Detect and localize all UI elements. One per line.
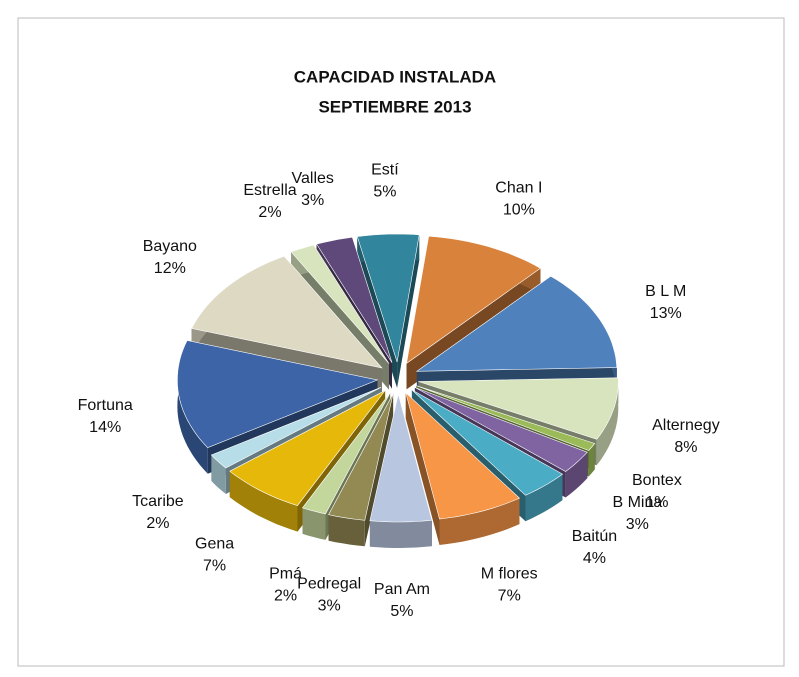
slice-label: Fortuna bbox=[78, 397, 133, 414]
slice-label: Estrella bbox=[243, 182, 296, 199]
slice-value-label: 14% bbox=[89, 419, 121, 436]
slice bbox=[191, 255, 383, 369]
slice-label: Pan Am bbox=[374, 581, 430, 598]
slice-rim bbox=[328, 514, 365, 547]
slice-label: B L M bbox=[645, 283, 686, 300]
slice bbox=[210, 387, 382, 469]
slice-value-label: 7% bbox=[203, 558, 226, 575]
slice-label: B Mina bbox=[612, 494, 662, 511]
slice-label: Bayano bbox=[143, 238, 197, 255]
slice bbox=[301, 392, 391, 515]
slice-value-label: 5% bbox=[373, 183, 396, 200]
slice-value-label: 3% bbox=[318, 597, 341, 614]
slice-rim bbox=[302, 507, 326, 540]
slice-rim bbox=[229, 471, 298, 532]
slice-label: Gena bbox=[195, 536, 234, 553]
slice-value-label: 1% bbox=[645, 494, 668, 511]
slice-value-label: 2% bbox=[274, 587, 297, 604]
slice-label: Estí bbox=[371, 161, 399, 178]
slice-label: Baitún bbox=[572, 528, 617, 545]
slice-value-label: 7% bbox=[498, 588, 521, 605]
slice-value-label: 10% bbox=[503, 202, 535, 219]
slice-value-label: 12% bbox=[154, 260, 186, 277]
slice-value-label: 13% bbox=[650, 305, 682, 322]
slice-value-label: 8% bbox=[674, 439, 697, 456]
slice-value-label: 4% bbox=[583, 550, 606, 567]
slice bbox=[405, 391, 521, 520]
slice-rim bbox=[369, 520, 432, 548]
slice-rim bbox=[439, 498, 520, 545]
slice-rim bbox=[596, 377, 619, 466]
slice bbox=[369, 393, 433, 523]
slice-rim bbox=[525, 474, 563, 522]
slice-face bbox=[397, 234, 420, 388]
slice-rim bbox=[177, 340, 208, 474]
slice bbox=[411, 389, 564, 496]
slice-label: Alternegy bbox=[652, 417, 720, 434]
slice bbox=[418, 377, 619, 440]
slice-label: Bontex bbox=[632, 472, 682, 489]
slice-rim bbox=[588, 443, 595, 477]
slice-label: Chan I bbox=[495, 180, 542, 197]
slice bbox=[414, 387, 588, 472]
slice bbox=[406, 235, 541, 365]
slice-value-label: 3% bbox=[301, 192, 324, 209]
slice-label: Pmá bbox=[269, 565, 302, 582]
slice-value-label: 3% bbox=[626, 516, 649, 533]
slice bbox=[356, 233, 420, 363]
slice-label: M flores bbox=[481, 566, 538, 583]
slice bbox=[290, 244, 390, 364]
slice-face bbox=[405, 392, 440, 545]
slice-label: Pedregal bbox=[297, 575, 361, 592]
slice-rim bbox=[565, 452, 588, 498]
slice-label: Tcaribe bbox=[132, 493, 184, 510]
chart-subtitle: SEPTIEMBRE 2013 bbox=[318, 97, 471, 116]
slice-rim bbox=[211, 455, 226, 494]
slice bbox=[328, 393, 394, 521]
slice bbox=[177, 340, 379, 449]
slice-face bbox=[211, 387, 382, 481]
chart-title: CAPACIDAD INSTALADA bbox=[294, 67, 496, 86]
slice-value-label: 2% bbox=[146, 515, 169, 532]
slice-label: Valles bbox=[292, 170, 334, 187]
slice-value-label: 2% bbox=[258, 204, 281, 221]
slice bbox=[415, 275, 618, 372]
slice bbox=[316, 236, 393, 363]
slice bbox=[416, 385, 596, 451]
slice-value-label: 5% bbox=[390, 603, 413, 620]
slice bbox=[229, 390, 386, 506]
